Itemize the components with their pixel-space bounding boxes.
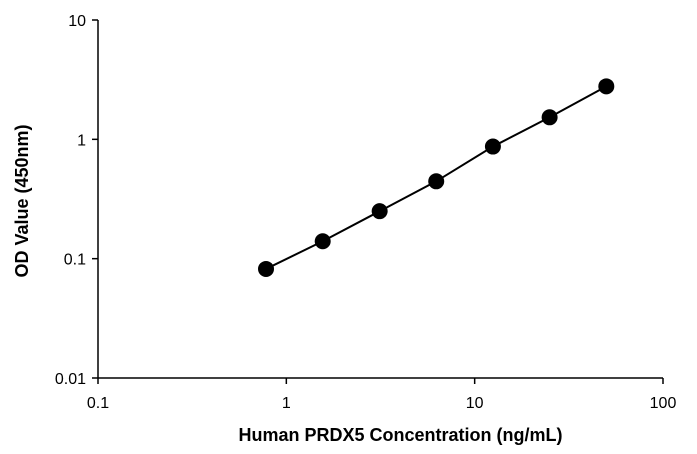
- x-axis-title: Human PRDX5 Concentration (ng/mL): [238, 425, 562, 445]
- x-tick-label: 100: [650, 395, 677, 412]
- data-point: [371, 203, 388, 220]
- y-tick-label: 0.01: [55, 371, 86, 388]
- data-series: [258, 78, 615, 277]
- data-point: [541, 109, 558, 126]
- data-point: [428, 173, 445, 190]
- y-tick-label: 1: [77, 132, 86, 149]
- y-tick-label: 10: [68, 13, 86, 30]
- data-point: [598, 78, 615, 95]
- x-tick-label: 0.1: [87, 395, 109, 412]
- y-tick-label: 0.1: [64, 252, 86, 269]
- y-ticks: 0.01 0.1 1 10: [55, 13, 98, 388]
- data-point: [314, 233, 331, 250]
- data-point: [484, 138, 501, 155]
- data-point: [258, 260, 275, 277]
- axes: [97, 20, 663, 379]
- x-ticks: 0.1 1 10 100: [87, 378, 677, 412]
- x-tick-label: 1: [282, 395, 291, 412]
- x-tick-label: 10: [466, 395, 484, 412]
- y-axis-title: OD Value (450nm): [12, 124, 32, 277]
